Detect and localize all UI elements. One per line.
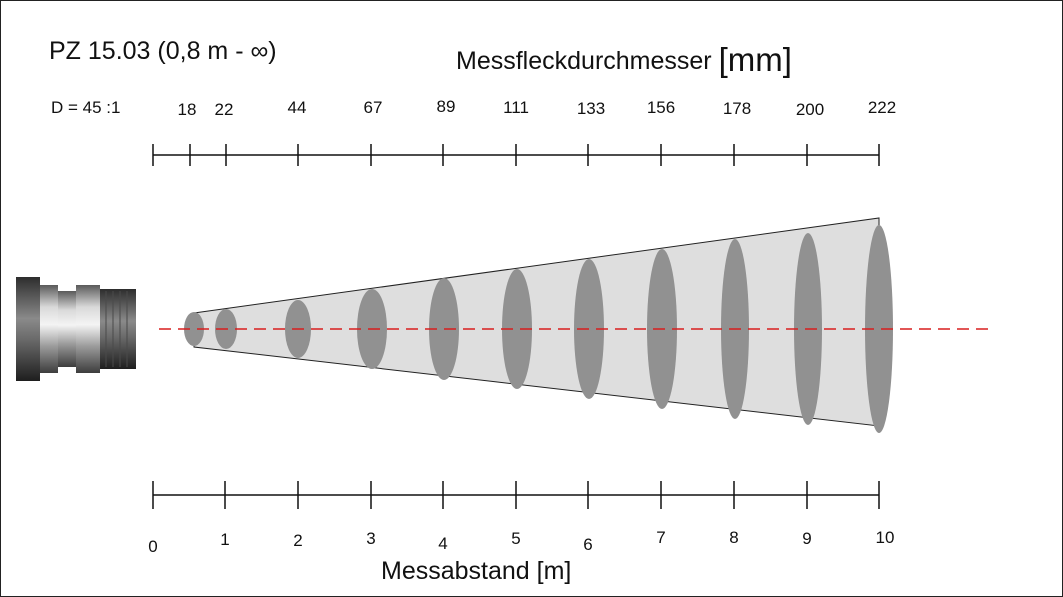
sensor-lens-icon bbox=[16, 277, 136, 381]
measurement-spot bbox=[865, 225, 893, 433]
distance-tick-label: 6 bbox=[583, 535, 592, 554]
distance-tick-label: 3 bbox=[366, 529, 375, 548]
spot-tick-label: 200 bbox=[796, 100, 824, 119]
distance-tick-label: 8 bbox=[729, 528, 738, 547]
measurement-spot bbox=[502, 269, 532, 389]
spot-tick-label: 111 bbox=[503, 98, 529, 117]
distance-axis-title: Messabstand [m] bbox=[381, 557, 572, 585]
measurement-spot bbox=[184, 312, 204, 346]
distance-tick-label: 0 bbox=[148, 537, 157, 556]
spot-tick-label: 67 bbox=[364, 98, 383, 117]
spot-tick-label: 22 bbox=[215, 100, 234, 119]
spot-tick-label: 156 bbox=[647, 98, 675, 117]
spot-tick-label: 18 bbox=[178, 100, 197, 119]
distance-tick-label: 4 bbox=[438, 534, 447, 553]
distance-tick-label: 2 bbox=[293, 531, 302, 550]
distance-tick-label: 5 bbox=[511, 529, 520, 548]
distance-tick-label: 10 bbox=[876, 528, 895, 547]
distance-tick-label: 7 bbox=[656, 528, 665, 547]
diagram-title: PZ 15.03 (0,8 m - ∞) bbox=[49, 37, 277, 65]
distance-tick-label: 1 bbox=[220, 530, 229, 549]
spot-diameter-unit: [mm] bbox=[718, 41, 792, 78]
spot-tick-label: 44 bbox=[288, 98, 307, 117]
distance-ratio-label: D = 45 :1 bbox=[51, 98, 121, 117]
spot-tick-label: 178 bbox=[723, 99, 751, 118]
spot-diameter-scale: 18 22 44 67 89 111 133 156 178 200 222 bbox=[152, 97, 896, 166]
spot-tick-label: 133 bbox=[577, 99, 605, 118]
spot-tick-label: 222 bbox=[868, 98, 896, 117]
spot-diameter-label: Messfleckdurchmesser bbox=[456, 47, 712, 75]
spot-diameter-heading: Messfleckdurchmesser [mm] bbox=[456, 41, 792, 76]
distance-tick-label: 9 bbox=[802, 529, 811, 548]
spot-tick-label: 89 bbox=[437, 97, 456, 116]
distance-scale: 0 1 2 3 4 5 6 7 8 9 10 bbox=[148, 481, 894, 556]
